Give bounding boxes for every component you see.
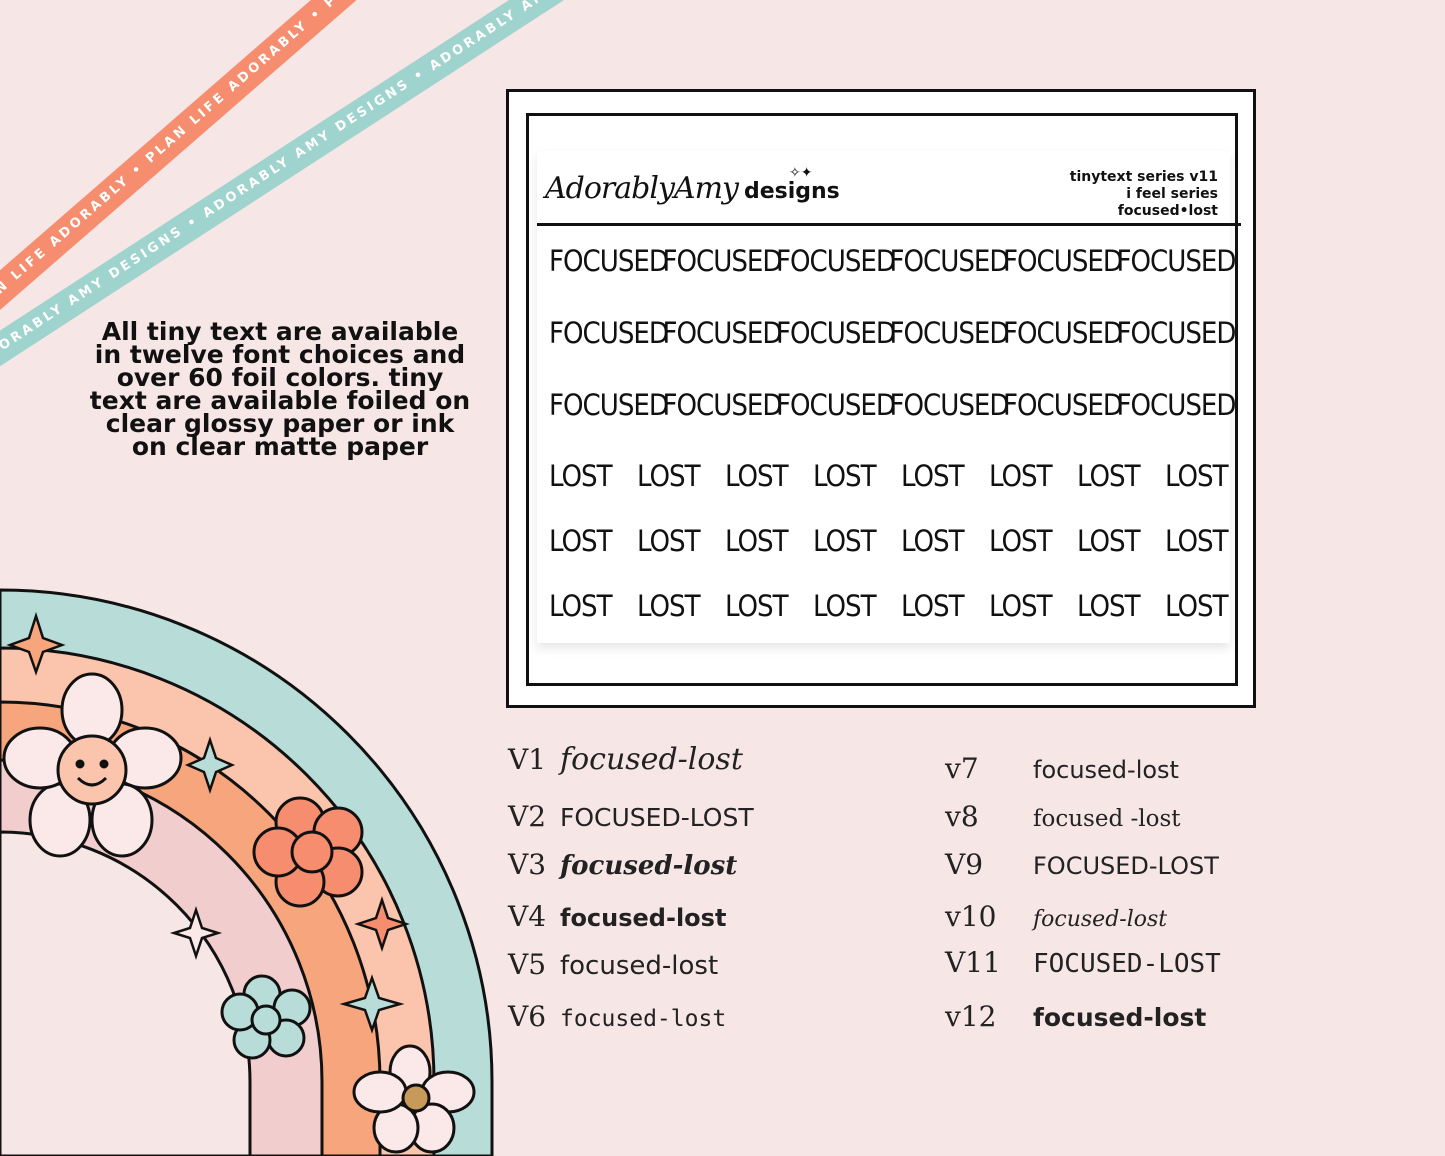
brand-logo: AdorablyAmy designs [545, 171, 840, 206]
sticker-focused: FOCUSED [662, 388, 783, 422]
sticker-focused: FOCUSED [776, 244, 896, 278]
variant-label: V4 [508, 900, 547, 933]
sticker-lost: LOST [1077, 589, 1141, 623]
variant-sample: focused -lost [1033, 806, 1181, 832]
sticker-focused: FOCUSED [662, 244, 783, 278]
font-variant-v6: V6 focused-lost [508, 1000, 726, 1033]
sticker-focused: FOCUSED [1116, 316, 1237, 350]
variant-label: v8 [945, 800, 979, 833]
sticker-lost: LOST [901, 589, 965, 623]
variant-label: V1 [508, 743, 547, 776]
variant-label: V11 [945, 946, 1001, 979]
font-variant-v4: V4 focused-lost [508, 900, 726, 933]
variant-label: V2 [508, 800, 547, 833]
rainbow-illustration [0, 588, 494, 1156]
sticker-lost: LOST [637, 459, 701, 493]
sticker-lost: LOST [1077, 459, 1141, 493]
sticker-lost: LOST [813, 589, 877, 623]
font-variant-v11: V11 FOCUSED-LOST [945, 946, 1221, 979]
variant-label: v10 [945, 900, 997, 933]
variant-sample: focused-lost [560, 742, 743, 777]
sticker-lost: LOST [901, 459, 965, 493]
info-description: All tiny text are available in twelve fo… [89, 317, 471, 461]
sticker-lost: LOST [637, 589, 701, 623]
sticker-lost: LOST [637, 524, 701, 558]
variant-label: V6 [508, 1000, 547, 1033]
sticker-lost: LOST [549, 459, 613, 493]
sticker-lost: LOST [1165, 459, 1229, 493]
font-variant-v3: V3 focused-lost [508, 848, 737, 881]
variant-sample: focused-lost [560, 951, 719, 981]
sticker-focused: FOCUSED [1116, 244, 1237, 278]
sticker-focused: FOCUSED [662, 316, 783, 350]
variant-sample: focused-lost [560, 904, 727, 932]
font-variant-v12: v12 focused-lost [945, 1000, 1206, 1033]
sticker-lost: LOST [725, 459, 789, 493]
daisy-smiley-flower [2, 672, 183, 858]
font-variant-v10: v10 focused-lost [945, 900, 1167, 933]
variant-sample: FOCUSED-LOST [1033, 949, 1221, 979]
sticker-focused: FOCUSED [1003, 244, 1123, 278]
font-variant-v9: V9 FOCUSED-LOST [945, 848, 1219, 881]
variant-sample: focused-lost [560, 1006, 727, 1032]
sticker-lost: LOST [989, 524, 1053, 558]
meta-subseries: i feel series [1126, 186, 1218, 202]
variant-sample: focused-lost [560, 851, 738, 881]
sticker-focused: FOCUSED [889, 388, 1010, 422]
sticker-sheet-frame: AdorablyAmy designs ✧✦ tinytext series v1… [506, 89, 1256, 708]
variant-label: V5 [508, 948, 547, 981]
sticker-focused: FOCUSED [776, 388, 896, 422]
font-variant-v2: V2 FOCUSED-LOST [508, 800, 754, 833]
sheet-meta: tinytext series v11 i feel series focuse… [1070, 169, 1218, 220]
sticker-focused: FOCUSED [776, 316, 896, 350]
meta-series: tinytext series v11 [1069, 169, 1218, 185]
sticker-focused: FOCUSED [889, 244, 1010, 278]
coral-flower [252, 796, 364, 908]
sticker-lost: LOST [813, 524, 877, 558]
font-variant-v7: v7 focused-lost [945, 752, 1179, 785]
sticker-lost: LOST [1165, 589, 1229, 623]
sticker-lost: LOST [989, 459, 1053, 493]
sticker-focused: FOCUSED [1116, 388, 1237, 422]
sticker-lost: LOST [549, 589, 613, 623]
sticker-focused: FOCUSED [1003, 388, 1123, 422]
white-flower [352, 1044, 476, 1154]
sticker-focused: FOCUSED [549, 388, 669, 422]
sticker-focused: FOCUSED [1003, 316, 1123, 350]
sticker-lost: LOST [813, 459, 877, 493]
sticker-lost: LOST [1165, 524, 1229, 558]
meta-words: focused•lost [1117, 203, 1218, 219]
sticker-sheet-border: AdorablyAmy designs ✧✦ tinytext series v1… [526, 113, 1241, 686]
sticker-focused: FOCUSED [549, 244, 669, 278]
sticker-lost: LOST [549, 524, 613, 558]
ribbon-plan-life-adorably: PLAN LIFE ADORABLY • PLAN LIFE ADORABLY … [0, 0, 463, 328]
sticker-sheet: AdorablyAmy designs ✧✦ tinytext series v1… [537, 151, 1241, 643]
variant-label: V3 [508, 848, 547, 881]
sparkle-icon: ✧✦ [789, 165, 813, 181]
sticker-lost: LOST [1077, 524, 1141, 558]
sticker-lost: LOST [901, 524, 965, 558]
variant-label: V9 [945, 848, 984, 881]
sticker-lost: LOST [725, 524, 789, 558]
brand-name: AdorablyAmy [545, 171, 739, 206]
sticker-focused: FOCUSED [549, 316, 669, 350]
sticker-focused: FOCUSED [889, 316, 1010, 350]
sparkle-stars [6, 611, 410, 1034]
brand-suffix: designs [743, 179, 840, 204]
sticker-lost: LOST [725, 589, 789, 623]
variant-sample: FOCUSED-LOST [1033, 852, 1219, 880]
teal-flower [220, 974, 312, 1060]
sticker-lost: LOST [989, 589, 1053, 623]
variant-label: v12 [945, 1000, 997, 1033]
variant-sample: focused-lost [1033, 756, 1179, 784]
variant-sample: FOCUSED-LOST [560, 803, 754, 832]
header-divider [537, 223, 1241, 226]
font-variant-v5: V5 focused-lost [508, 948, 718, 981]
variant-sample: focused-lost [1033, 907, 1168, 932]
variant-sample: focused-lost [1033, 1003, 1207, 1032]
variant-label: v7 [945, 752, 979, 785]
font-variant-v8: v8 focused -lost [945, 800, 1181, 833]
font-variant-v1: V1 focused-lost [508, 742, 743, 777]
